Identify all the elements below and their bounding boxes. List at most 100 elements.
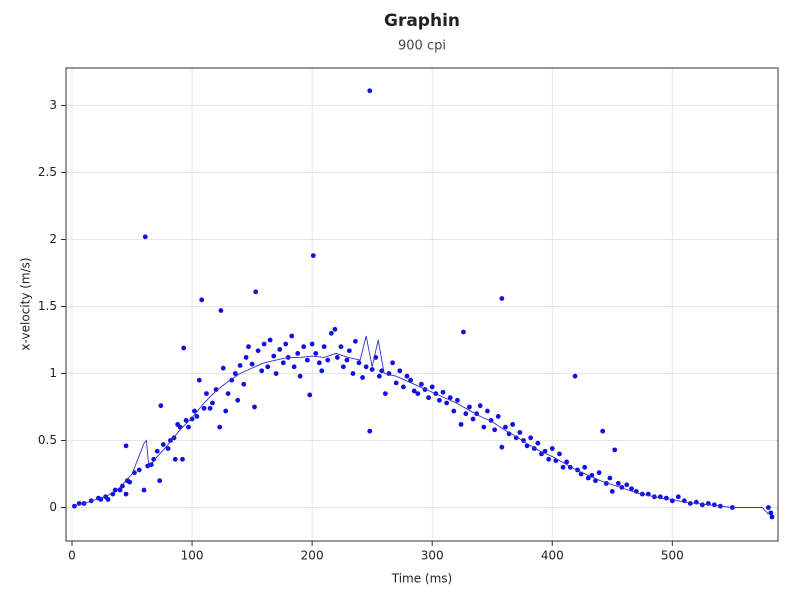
data-point <box>328 330 334 336</box>
data-point <box>181 345 187 351</box>
data-point <box>426 395 432 401</box>
data-point <box>461 329 466 335</box>
y-tick-label: 0.5 <box>38 433 57 447</box>
data-point <box>612 447 618 453</box>
data-point <box>271 353 277 359</box>
data-point <box>492 427 498 433</box>
data-point <box>585 475 591 481</box>
data-line <box>71 335 769 515</box>
data-point <box>291 364 297 370</box>
data-point <box>408 377 413 383</box>
data-point <box>246 344 251 350</box>
data-point <box>192 408 197 414</box>
data-point <box>352 338 358 344</box>
data-point <box>267 337 273 343</box>
data-point <box>252 404 257 410</box>
data-point <box>261 341 267 347</box>
data-point <box>283 341 289 347</box>
data-point <box>151 456 157 462</box>
data-point <box>517 430 523 435</box>
y-tick-label: 1 <box>49 366 57 380</box>
data-point <box>499 296 505 301</box>
data-point <box>503 424 508 430</box>
data-point <box>495 413 501 419</box>
data-point <box>609 489 615 494</box>
data-point <box>458 422 464 427</box>
data-point <box>369 367 375 372</box>
data-point <box>310 253 316 258</box>
data-point <box>157 478 163 484</box>
data-point <box>356 360 362 366</box>
data-point <box>382 391 388 397</box>
data-point <box>455 397 460 403</box>
data-point <box>123 443 129 449</box>
data-point <box>217 424 223 430</box>
data-point <box>213 387 219 392</box>
data-point <box>360 375 365 380</box>
x-tick-label: 500 <box>661 549 684 563</box>
data-point <box>437 397 442 403</box>
data-point <box>467 404 472 410</box>
y-axis-label: x-velocity (m/s) <box>19 257 33 350</box>
data-point <box>444 400 450 406</box>
data-point <box>225 391 231 397</box>
data-point <box>105 497 111 502</box>
data-point <box>196 377 202 383</box>
data-point <box>451 408 457 414</box>
data-point <box>582 464 588 470</box>
data-point <box>316 360 322 366</box>
data-point <box>165 446 171 451</box>
data-point <box>295 351 301 356</box>
data-point <box>367 428 373 434</box>
data-point <box>243 355 249 360</box>
data-point <box>470 416 476 422</box>
data-point <box>253 289 259 295</box>
data-point <box>223 408 229 414</box>
data-point <box>363 364 369 370</box>
data-point <box>404 373 410 379</box>
data-point <box>393 380 399 386</box>
data-point <box>120 483 125 489</box>
data-point <box>168 438 173 443</box>
data-point <box>440 389 446 395</box>
data-point <box>600 428 606 434</box>
data-point <box>158 403 164 409</box>
data-point <box>564 459 570 465</box>
chart-title: Graphin <box>384 11 460 31</box>
data-point <box>379 368 385 374</box>
data-point <box>390 360 395 366</box>
data-point <box>344 357 350 363</box>
data-point <box>154 448 160 454</box>
data-point <box>765 505 771 510</box>
data-point <box>199 297 205 303</box>
data-point <box>711 502 717 508</box>
x-tick-label: 100 <box>181 549 204 563</box>
data-point <box>297 373 303 379</box>
data-point <box>301 344 307 350</box>
data-point <box>136 467 142 473</box>
data-point <box>259 368 265 374</box>
data-point <box>241 381 247 387</box>
data-point <box>560 464 566 470</box>
data-point <box>338 344 344 350</box>
data-point <box>180 456 185 462</box>
x-tick-label: 0 <box>68 549 76 563</box>
data-point <box>237 363 243 368</box>
data-point <box>277 346 283 352</box>
data-point <box>340 364 346 370</box>
data-point <box>687 501 693 506</box>
data-point <box>117 487 123 493</box>
data-point <box>513 435 519 441</box>
y-tick-label: 1.5 <box>38 299 57 313</box>
data-point <box>615 480 621 486</box>
data-point <box>557 451 562 457</box>
data-point <box>265 364 271 370</box>
data-point <box>207 405 213 411</box>
data-point <box>607 475 613 481</box>
plot-frame <box>65 67 779 542</box>
data-point <box>210 400 215 406</box>
data-point <box>319 368 325 374</box>
data-point <box>141 487 147 493</box>
data-point <box>220 365 226 371</box>
data-point <box>325 357 331 363</box>
